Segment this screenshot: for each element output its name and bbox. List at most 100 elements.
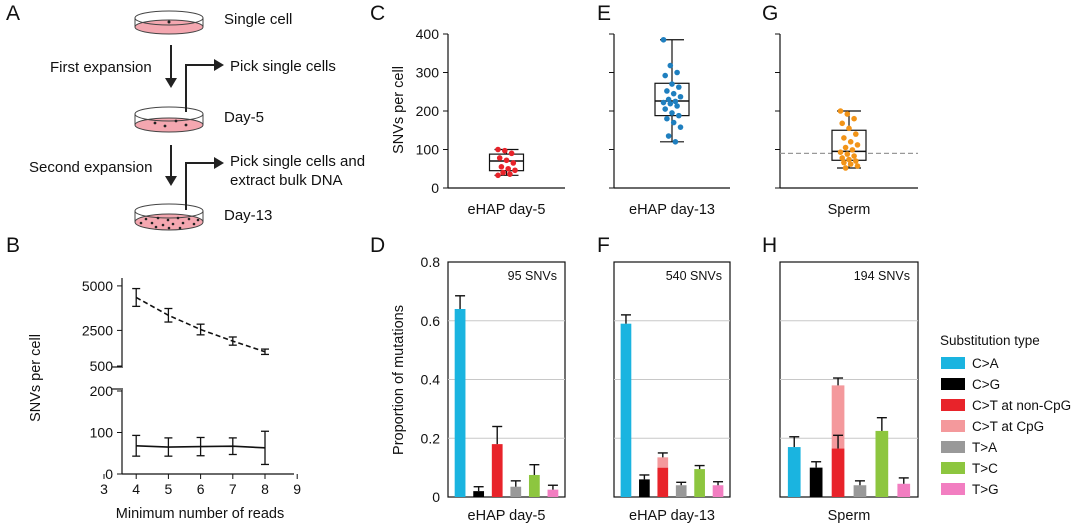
data-point [505, 165, 512, 172]
step-single-cell: Single cell [224, 11, 292, 28]
label-pick-and-extract-line2: extract bulk DNA [230, 172, 343, 189]
bar-t-g [547, 489, 559, 497]
x-tick-label: 7 [229, 481, 237, 497]
data-point [849, 147, 856, 153]
data-point [851, 153, 857, 159]
data-point [495, 172, 501, 179]
bar-c-a [620, 323, 632, 497]
x-axis-title: eHAP day-13 [629, 202, 715, 218]
bar-t-c [694, 469, 705, 497]
panel-label-a: A [6, 2, 20, 25]
data-point [847, 161, 854, 167]
bar-ct-cpg [831, 385, 845, 449]
pick-arrow-1 [185, 64, 216, 112]
data-point [839, 120, 845, 127]
x-axis-title: eHAP day-13 [629, 508, 715, 524]
data-point [507, 171, 513, 177]
data-point [667, 100, 674, 107]
bar-t-c [875, 430, 889, 497]
x-tick-label: 9 [293, 481, 301, 497]
bar-t-g [897, 483, 911, 497]
data-point [500, 169, 506, 176]
legend-item-label: C>T at CpG [972, 419, 1044, 434]
data-point [495, 146, 501, 153]
panel-label-d: D [370, 234, 385, 257]
data-point [508, 150, 515, 157]
panel-label-g: G [762, 2, 778, 25]
data-point [676, 84, 682, 90]
x-tick-label: 6 [197, 481, 205, 497]
data-point [837, 108, 844, 114]
data-point [662, 72, 668, 79]
data-point [839, 155, 845, 161]
data-point [844, 151, 851, 157]
data-point [672, 98, 679, 105]
panel-h-bar-chart: 194 SNVs Sperm [779, 261, 919, 524]
y-tick-label: 400 [416, 26, 440, 42]
panel-g-boxplot: Sperm [775, 33, 918, 218]
bar-ct-non-cpg [831, 448, 845, 497]
pick-arrow-2 [185, 162, 216, 210]
bar-c-g [473, 491, 485, 497]
step-day13: Day-13 [224, 207, 272, 224]
arrowhead-down-1 [165, 78, 177, 88]
panel-label-c: C [370, 2, 385, 25]
data-point [676, 112, 682, 119]
bar-c-a [787, 447, 801, 497]
label-pick-and-extract-line1: Pick single cells and [230, 153, 365, 170]
data-point [846, 156, 852, 163]
data-point [853, 131, 859, 137]
panel-a-schematic: Single cell First expansion Pick single … [29, 10, 365, 231]
data-point [837, 149, 844, 155]
data-point [854, 163, 861, 169]
data-point [669, 110, 675, 116]
legend-swatch [941, 399, 965, 411]
bar-ct-cpg [657, 457, 669, 468]
bar-c-g [809, 467, 823, 497]
data-point [841, 159, 847, 166]
data-point [670, 90, 677, 97]
data-point [677, 93, 684, 100]
panel-d-bar-chart: 0 0.2 0.4 0.6 0.8 95 SNVs eHAP day-5 Proportion… [391, 254, 566, 524]
y-axis-title: SNVs per cell [28, 334, 44, 422]
legend-swatch [941, 441, 965, 453]
x-axis-title: Sperm [828, 202, 871, 218]
panel-b-line-chart: 0 100 200 500 2500 5000 3 4 5 6 7 8 9 Minimum number … [28, 278, 301, 522]
panel-label-b: B [6, 234, 20, 257]
data-point [660, 36, 667, 43]
bar-t-g [712, 485, 724, 497]
x-axis-title: Sperm [828, 508, 871, 524]
data-point [662, 106, 668, 112]
x-tick-label: 5 [165, 481, 173, 497]
panel-f-bar-chart: 540 SNVs eHAP day-13 [613, 261, 731, 524]
y-tick-label: 0.6 [421, 313, 441, 329]
data-point [502, 147, 508, 154]
legend-title: Substitution type [940, 333, 1040, 348]
x-axis-title: eHAP day-5 [468, 202, 546, 218]
culture-dish-day5 [134, 106, 204, 133]
data-point [677, 124, 684, 130]
arrowhead-down-2 [165, 176, 177, 186]
y-tick-label: 0.4 [421, 372, 441, 388]
y-tick-label: 100 [416, 142, 440, 158]
legend-swatch [941, 420, 965, 432]
y-axis-title: Proportion of mutations [391, 305, 407, 455]
bar-t-a [853, 485, 867, 497]
y-tick-label: 0 [431, 180, 439, 196]
substitution-legend: Substitution type C>A C>G C>T at non-CpG C>… [940, 333, 1071, 497]
y-tick-label: 500 [90, 358, 114, 374]
data-point [664, 88, 670, 94]
data-point [665, 133, 672, 139]
data-point [664, 115, 670, 122]
y-tick-label: 0.8 [421, 254, 441, 270]
y-tick-label: 200 [416, 103, 440, 119]
legend-item-label: T>C [972, 461, 998, 476]
step-day5: Day-5 [224, 109, 264, 126]
pick-arrowhead-2 [214, 157, 224, 169]
bar-t-a [675, 485, 687, 497]
bar-t-c [528, 474, 540, 497]
data-point [842, 165, 849, 171]
legend-swatch [941, 357, 965, 369]
snv-count-label: 95 SNVs [508, 269, 557, 283]
y-tick-label: 0.2 [421, 430, 441, 446]
